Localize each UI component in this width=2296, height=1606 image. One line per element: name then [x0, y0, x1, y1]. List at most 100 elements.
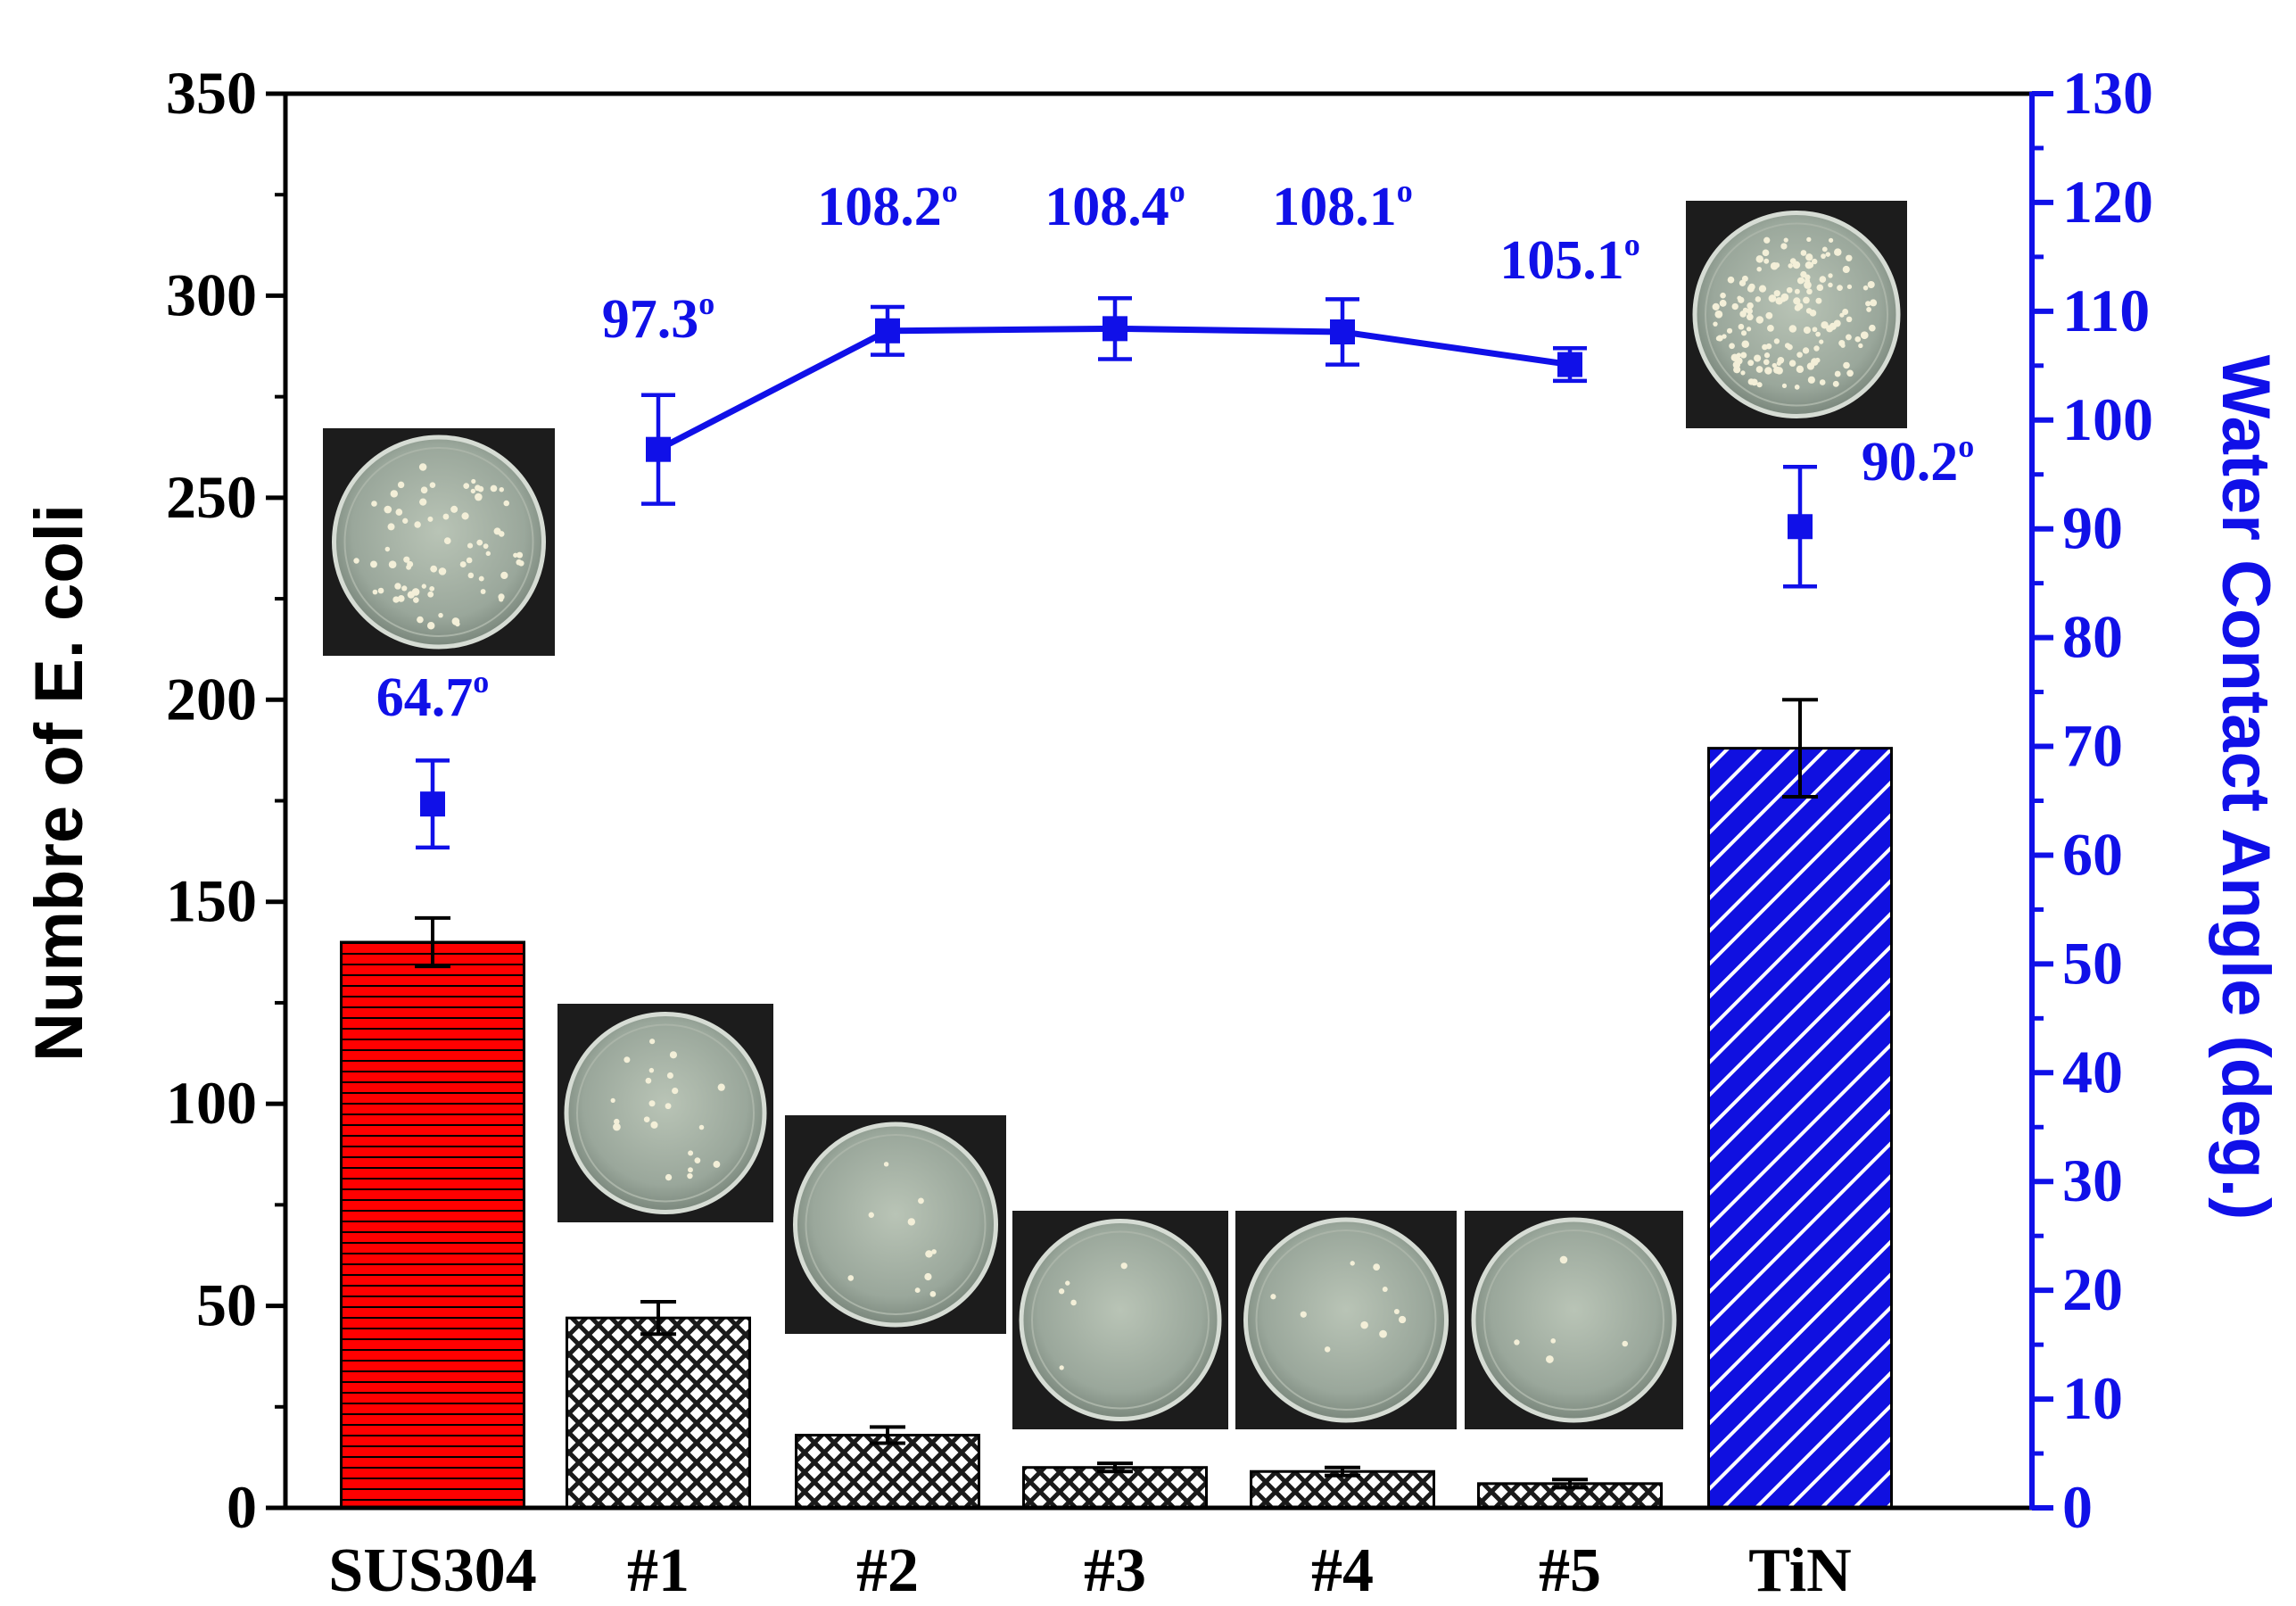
colony-dot — [1738, 323, 1745, 330]
colony-dot — [1783, 237, 1788, 243]
colony-dot — [1780, 243, 1788, 250]
colony-dot — [1832, 380, 1839, 387]
bar-4 — [1250, 1469, 1435, 1510]
colony-dot — [648, 1100, 656, 1107]
colony-dot — [1758, 285, 1767, 293]
colony-dot — [645, 1077, 652, 1084]
colony-dot — [929, 1290, 937, 1297]
colony-dot — [648, 1067, 655, 1073]
colony-dot — [1065, 1280, 1070, 1286]
colony-dot — [1819, 379, 1826, 385]
colony-dot — [1788, 263, 1793, 269]
colony-dot — [1763, 352, 1771, 359]
colony-dot — [694, 1157, 701, 1163]
colony-dot — [1805, 253, 1813, 261]
colony-dot — [1828, 237, 1834, 243]
petri-dish-photo-1 — [557, 1004, 773, 1222]
colony-dot — [475, 493, 483, 501]
colony-dot — [498, 593, 505, 600]
colony-dot — [477, 485, 484, 493]
colony-dot — [430, 565, 438, 573]
colony-dot — [1813, 345, 1820, 352]
y2-tick-label: 60 — [2062, 820, 2123, 888]
colony-dot — [1794, 304, 1801, 311]
colony-dot — [1763, 359, 1770, 366]
x-tick-label: TiN — [1748, 1536, 1851, 1605]
colony-dot — [1846, 316, 1853, 323]
colony-dot — [672, 1087, 679, 1095]
colony-dot — [1821, 253, 1826, 260]
colony-dot — [1805, 274, 1811, 281]
colony-dot — [1833, 319, 1841, 327]
petri-dish-photo-3 — [1012, 1211, 1228, 1429]
colony-dot — [490, 484, 498, 493]
bar-error-6 — [1782, 698, 1818, 799]
x-tick-label: #2 — [856, 1536, 919, 1605]
colony-dot — [1814, 357, 1821, 363]
colony-dot — [401, 585, 408, 592]
colony-dot — [650, 1121, 658, 1129]
colony-dot — [476, 539, 483, 546]
y2-tick-label: 80 — [2062, 603, 2123, 671]
colony-dot — [1815, 331, 1821, 337]
colony-dot — [1729, 343, 1735, 350]
y2-tick-label: 110 — [2062, 277, 2150, 344]
colony-dot — [1821, 246, 1828, 252]
colony-dot — [1398, 1315, 1407, 1324]
contact-angle-label-0: 64.7o — [376, 664, 490, 728]
colony-dot — [1763, 236, 1771, 244]
y2-tick-label: 90 — [2062, 494, 2123, 562]
colony-dot — [713, 1161, 721, 1168]
colony-dot — [443, 537, 451, 544]
colony-dot — [1300, 1311, 1307, 1318]
colony-dot — [1772, 362, 1777, 368]
colony-dot — [907, 1218, 915, 1226]
colony-dot — [1765, 311, 1773, 319]
y2-tick-label: 40 — [2062, 1038, 2123, 1105]
y2-tick-label: 50 — [2062, 929, 2123, 997]
bar-2 — [795, 1433, 980, 1510]
colony-dot — [1842, 309, 1849, 315]
colony-dot — [1806, 236, 1812, 242]
colony-dot — [931, 1249, 937, 1254]
colony-dot — [1720, 292, 1726, 299]
colony-dot — [1870, 299, 1878, 307]
bar-error-5 — [1552, 1478, 1588, 1490]
colony-dot — [1793, 297, 1801, 305]
colony-dot — [1796, 352, 1803, 358]
x-tick-label: #5 — [1539, 1536, 1601, 1605]
x-tick-label: SUS304 — [328, 1536, 536, 1605]
colony-dot — [1767, 324, 1774, 332]
colony-dot — [1070, 1299, 1077, 1306]
colony-dot — [688, 1167, 693, 1173]
colony-dot — [427, 516, 434, 522]
bar-error-0 — [415, 915, 450, 969]
colony-dot — [390, 490, 399, 498]
y2-tick-label: 10 — [2062, 1364, 2123, 1432]
colony-dot — [1794, 385, 1800, 390]
colony-dot — [665, 1173, 673, 1181]
colony-dot — [1747, 360, 1755, 367]
colony-dot — [1382, 1287, 1388, 1293]
colony-dot — [1731, 302, 1739, 310]
colony-dot — [1802, 347, 1810, 354]
colony-dot — [1787, 344, 1793, 351]
colony-dot — [1842, 265, 1850, 274]
colony-dot — [397, 481, 405, 489]
colony-dot — [1819, 276, 1827, 283]
colony-dot — [1828, 282, 1833, 288]
colony-dot — [1762, 344, 1768, 351]
colony-dot — [498, 531, 505, 537]
colony-dot — [717, 1083, 725, 1091]
colony-dot — [1777, 356, 1785, 364]
colony-dot — [463, 483, 470, 489]
colony-dot — [1740, 330, 1747, 336]
colony-dot — [1738, 296, 1745, 303]
colony-dot — [1770, 261, 1779, 270]
colony-dot — [1740, 352, 1747, 359]
y-tick-label: 150 — [166, 867, 257, 935]
colony-dot — [411, 588, 420, 596]
colony-dot — [1755, 366, 1763, 373]
colony-dot — [1860, 331, 1869, 340]
colony-dot — [918, 1197, 924, 1204]
